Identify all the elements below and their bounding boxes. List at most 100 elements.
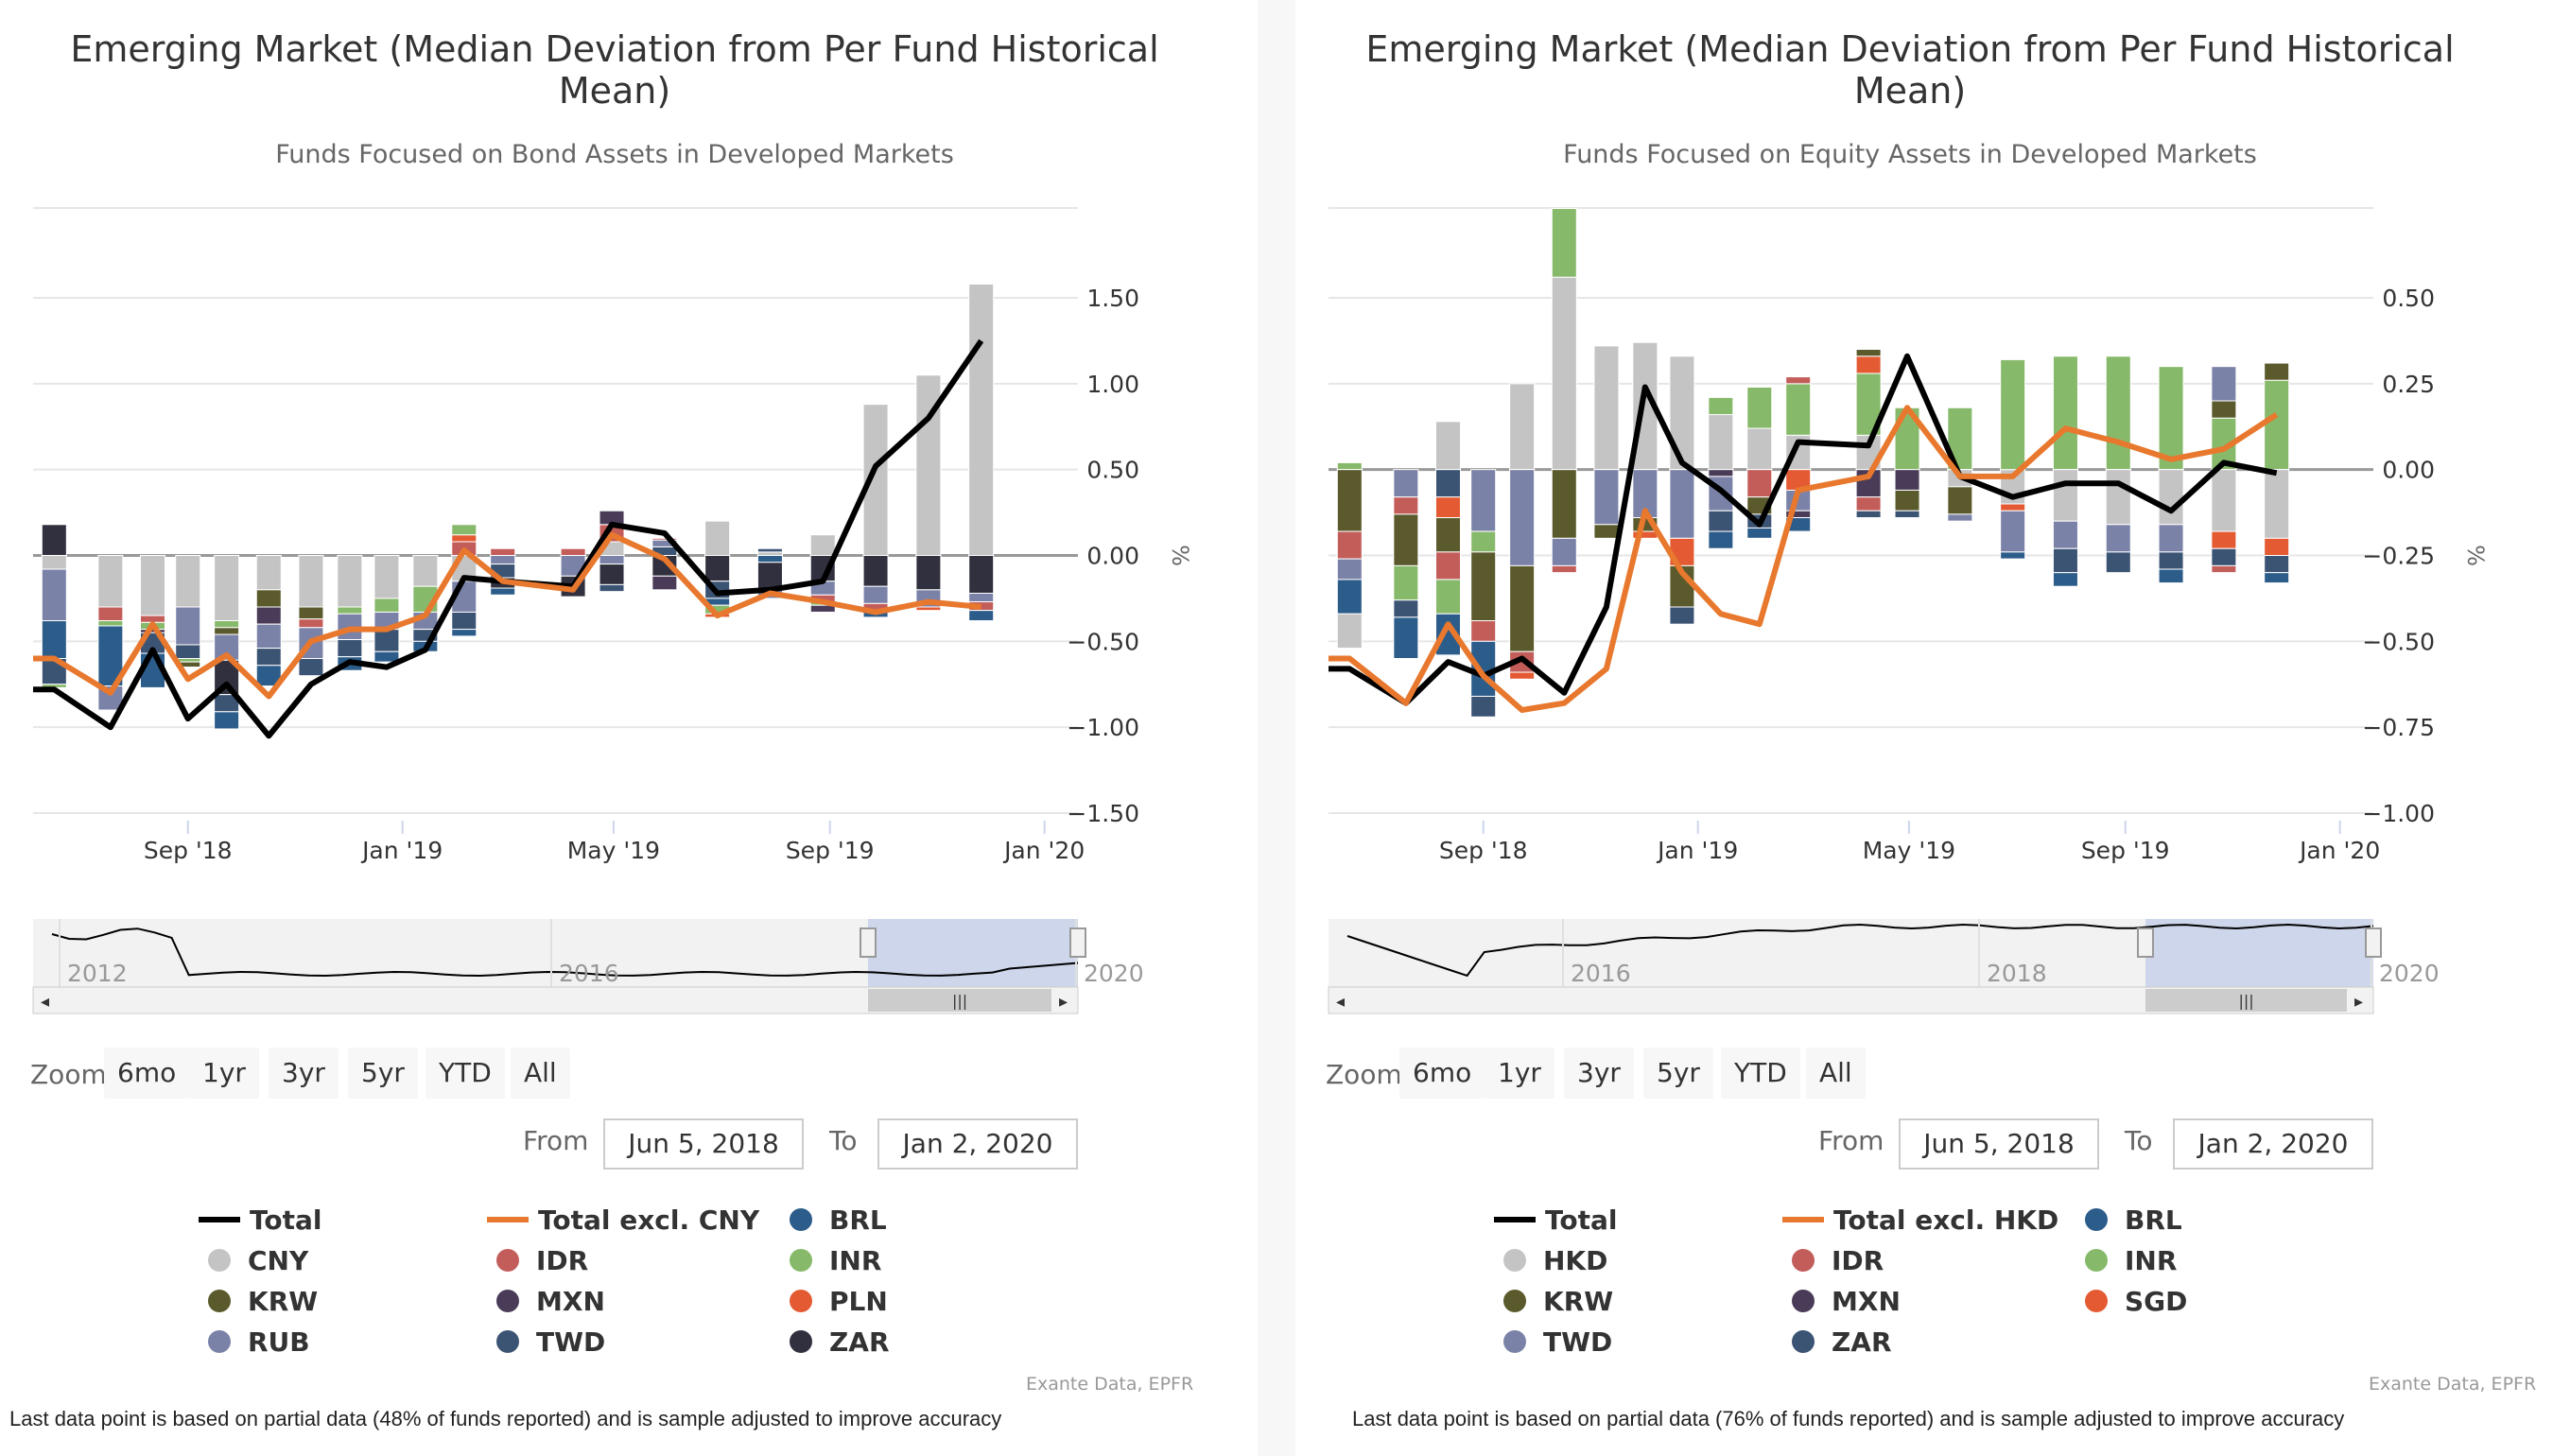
bar-segment-zar [1894,510,1920,519]
legend-dot-icon [1503,1249,1526,1272]
x-tick-label: Sep '19 [786,837,875,864]
navigator-year-label: 2012 [67,960,128,987]
bar-segment-brl [1708,530,1734,549]
from-date-input[interactable]: Jun 5, 2018 [603,1118,804,1170]
zoom-ytd-button[interactable]: YTD [426,1048,505,1099]
navigator-handle[interactable] [2137,927,2154,958]
x-tick-label: Jan '19 [360,837,443,864]
legend-item-brl[interactable]: BRL [780,1201,887,1239]
legend-item-idr[interactable]: IDR [1782,1241,1884,1279]
y-tick-label: −0.75 [2362,714,2435,741]
zoom-all-button[interactable]: All [511,1048,570,1099]
series-line-total [33,338,984,739]
zoom-6mo-button[interactable]: 6mo [1399,1048,1485,1099]
bar-segment-inr [2158,366,2184,471]
scrollbar-grip-icon[interactable]: ||| [2239,992,2254,1010]
bar-segment-twd [2211,366,2237,402]
bar-segment-inr [1393,564,1419,601]
scroll-left-icon[interactable]: ◂ [41,992,49,1012]
legend-item-inr[interactable]: INR [2075,1241,2177,1279]
bar-segment-krw [2264,362,2290,381]
legend-item-twd[interactable]: TWD [1494,1323,1612,1361]
zoom-5yr-button[interactable]: 5yr [348,1048,418,1099]
bar-segment-brl [1470,640,1497,697]
zoom-3yr-button[interactable]: 3yr [269,1048,339,1099]
zoom-3yr-button[interactable]: 3yr [1564,1048,1634,1099]
scrollbar-thumb[interactable] [868,989,1051,1012]
legend-line-icon [1782,1217,1824,1222]
bar-segment-mxn [651,575,678,591]
legend-item-inr[interactable]: INR [780,1241,881,1279]
legend-item-zar[interactable]: ZAR [780,1323,890,1361]
legend-item-twd[interactable]: TWD [487,1323,605,1361]
legend-item-total-excl-hkd[interactable]: Total excl. HKD [1782,1201,2058,1239]
bar-segment-idr [1393,496,1419,515]
navigator[interactable]: 2012 2016 2020 ◂ ▸ ||| [0,908,1258,1040]
bar-segment-idr [651,537,678,541]
bar-segment-brl [2000,551,2026,560]
scrollbar-thumb[interactable] [2145,989,2347,1012]
series-line-total-excl-hkd [1329,405,2279,713]
legend-item-total-excl-cny[interactable]: Total excl. CNY [487,1201,759,1239]
legend-item-rub[interactable]: RUB [199,1323,310,1361]
legend-item-hkd[interactable]: HKD [1494,1241,1607,1279]
zoom-1yr-button[interactable]: 1yr [189,1048,259,1099]
legend-item-pln[interactable]: PLN [780,1282,888,1320]
bar-segment-krw [255,589,282,608]
legend-label: IDR [536,1244,589,1276]
navigator-selection[interactable] [868,919,1078,987]
legend-item-mxn[interactable]: MXN [1782,1282,1901,1320]
legend-item-zar[interactable]: ZAR [1782,1323,1892,1361]
legend-item-sgd[interactable]: SGD [2075,1282,2187,1320]
from-date-input[interactable]: Jun 5, 2018 [1899,1118,2099,1170]
navigator-handle[interactable] [860,927,877,958]
zoom-all-button[interactable]: All [1806,1048,1866,1099]
legend-item-total[interactable]: Total [1494,1201,1618,1239]
legend-item-mxn[interactable]: MXN [487,1282,605,1320]
zoom-6mo-button[interactable]: 6mo [104,1048,190,1099]
legend-item-krw[interactable]: KRW [199,1282,318,1320]
legend-item-brl[interactable]: BRL [2075,1201,2182,1239]
legend-dot-icon [790,1208,812,1231]
legend-item-cny[interactable]: CNY [199,1241,308,1279]
zoom-1yr-button[interactable]: 1yr [1485,1048,1554,1099]
legend-item-total[interactable]: Total [199,1201,322,1239]
zoom-5yr-button[interactable]: 5yr [1643,1048,1713,1099]
navigator-year-label: 2016 [559,960,619,987]
navigator-handle[interactable] [1069,927,1086,958]
legend-item-idr[interactable]: IDR [487,1241,588,1279]
to-date-input[interactable]: Jan 2, 2020 [2173,1118,2373,1170]
series-line-total-excl-cny [33,531,981,700]
legend-dot-icon [1792,1330,1815,1353]
navigator[interactable]: 2016 2018 2020 ◂ ▸ ||| [1295,908,2553,1040]
bar-segment-hkd [2052,469,2078,522]
legend-label: KRW [1543,1285,1614,1317]
bar-segment-idr [1470,620,1497,642]
navigator-selection[interactable] [2145,919,2373,987]
y-tick-label: −1.00 [1067,714,1139,741]
credit[interactable]: Exante Data, EPFR [1026,1374,1194,1395]
to-date-input[interactable]: Jan 2, 2020 [877,1118,1078,1170]
bar-segment-zar [915,555,942,591]
navigator-handle[interactable] [2365,927,2382,958]
scroll-right-icon[interactable]: ▸ [1059,992,1068,1012]
legend-label: MXN [1832,1285,1901,1317]
bar-segment-cny [337,555,363,608]
bar-segment-hkd [2105,469,2131,526]
legend-label: Total [250,1204,322,1236]
credit[interactable]: Exante Data, EPFR [2369,1374,2537,1395]
scroll-right-icon[interactable]: ▸ [2354,992,2363,1012]
bar-segment-zar [2211,547,2237,566]
bar-segment-inr [1551,208,1577,278]
scroll-left-icon[interactable]: ◂ [1336,992,1345,1012]
chart-subtitle: Funds Focused on Bond Assets in Develope… [275,140,954,169]
bar-segment-krw [1855,349,1882,357]
bar-segment-idr [560,547,586,557]
scrollbar-grip-icon[interactable]: ||| [952,992,967,1010]
legend-item-krw[interactable]: KRW [1494,1282,1613,1320]
bar-segment-rub [175,606,201,646]
legend-label: ZAR [1832,1326,1892,1358]
chart-subtitle: Funds Focused on Equity Assets in Develo… [1563,140,2257,169]
zoom-ytd-button[interactable]: YTD [1721,1048,1800,1099]
y-tick-label: −0.25 [2362,543,2435,570]
